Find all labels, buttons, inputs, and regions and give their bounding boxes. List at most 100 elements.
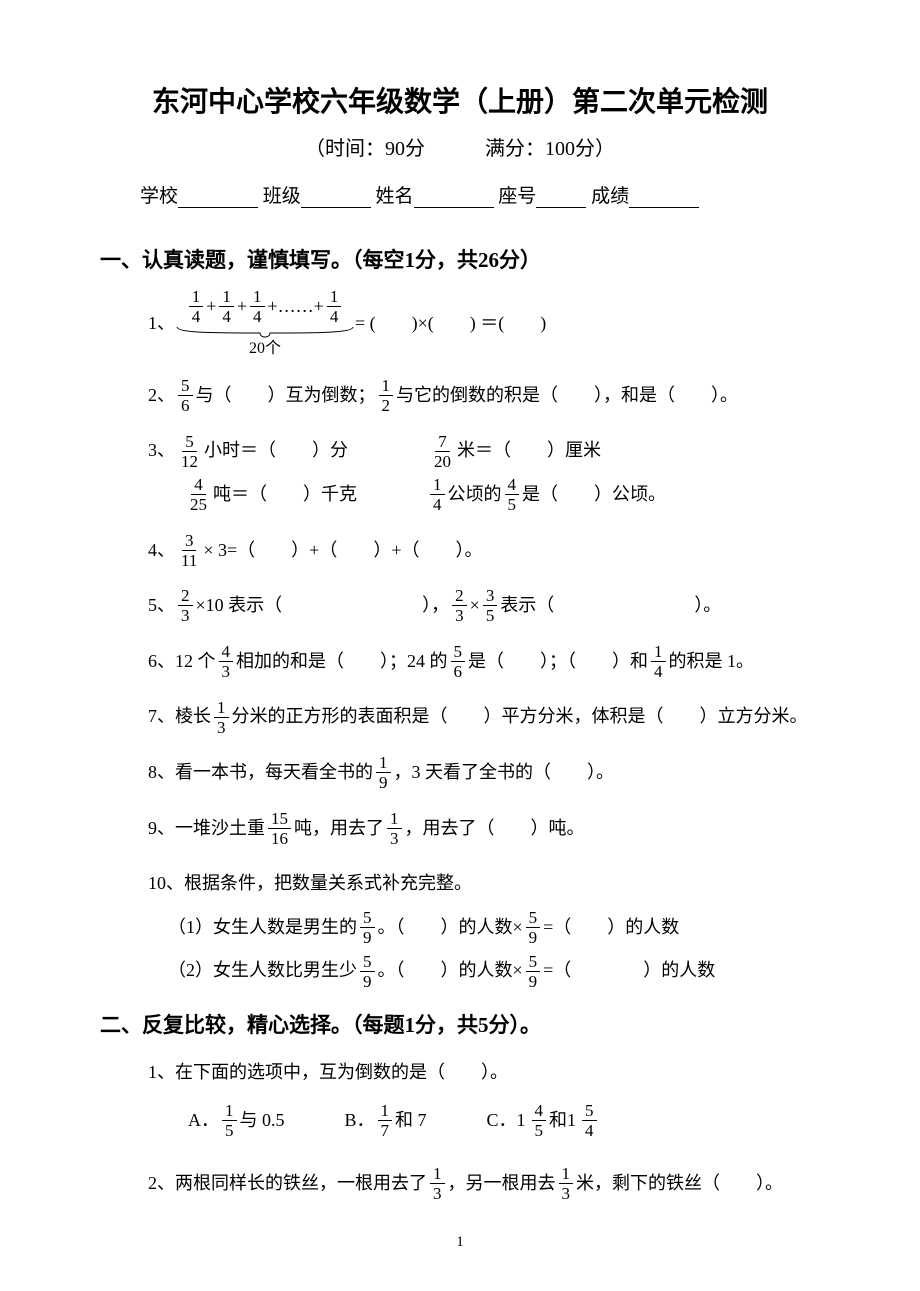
name-label: 姓名	[376, 186, 414, 207]
fraction-4-3: 43	[219, 643, 234, 680]
section-2-header: 二、反复比较，精心选择。（每题1分，共5分）。	[100, 1009, 820, 1039]
fraction-5-12: 512	[178, 433, 201, 470]
s2q2-p2: ，另一根用去	[448, 1164, 556, 1204]
q6-p1: 12 个	[175, 642, 216, 682]
class-label: 班级	[263, 186, 301, 207]
fraction-4-5: 45	[505, 476, 520, 513]
fraction-5-6: 56	[178, 377, 193, 414]
q6-p2: 相加的和是（ ）；24 的	[236, 642, 448, 682]
grade-blank	[629, 187, 699, 208]
fraction-3-5: 35	[483, 587, 498, 624]
q6-p3: 是（ ）；（ ）和	[468, 642, 648, 682]
class-blank	[301, 187, 371, 208]
q1-num: 1、	[148, 304, 175, 344]
q10-num: 10、	[148, 864, 184, 904]
q10-sub1b: 。（ ）的人数×	[378, 908, 523, 948]
fraction-1-9: 19	[376, 754, 391, 791]
seat-blank	[536, 187, 586, 208]
q3-l2c: 是（ ）公顷。	[522, 475, 666, 515]
s2q2-num: 2、	[148, 1164, 175, 1204]
question-4: 4、 311 × 3=（ ）+（ ）+（ ）。	[100, 531, 820, 571]
q5-p3: ×	[470, 586, 480, 626]
question-2: 2、 56 与（ ）互为倒数； 12 与它的倒数的积是（ ），和是（ ）。	[100, 376, 820, 416]
q1-equals: = ( )×( ) ＝( )	[355, 304, 546, 344]
s2q1-optB: B．	[345, 1101, 375, 1141]
q7-num: 7、	[148, 697, 175, 737]
s2q1-optB2: 和 7	[395, 1101, 427, 1141]
fraction-1-3: 13	[214, 699, 229, 736]
q5-p5: ）。	[694, 586, 721, 626]
fraction-1-2: 12	[379, 377, 394, 414]
school-label: 学校	[140, 186, 178, 207]
q7-p2: 分米的正方形的表面积是（ ）平方分米，体积是（ ）立方分米。	[232, 697, 808, 737]
name-blank	[414, 187, 494, 208]
s2q2-p3: 米，剩下的铁丝（ ）。	[576, 1164, 783, 1204]
s2q1-optA2: 与 0.5	[240, 1101, 285, 1141]
fraction-1-4: 14	[430, 476, 445, 513]
q8-p1: 看一本书，每天看全书的	[175, 753, 373, 793]
fraction-2-3: 23	[452, 587, 467, 624]
mixed-1-5-4: 1 54	[567, 1101, 600, 1141]
q9-p3: ，用去了（ ）吨。	[405, 809, 585, 849]
q5-num: 5、	[148, 586, 175, 626]
q3-l2a: 吨＝（ ）千克	[213, 475, 357, 515]
underbrace-icon	[175, 325, 355, 339]
q1-brace-label: 20个	[249, 339, 281, 360]
s2q1-optC: C．	[487, 1101, 517, 1141]
time-value: 90分	[385, 138, 425, 160]
s2q1-optC-and: 和	[549, 1101, 567, 1141]
page-subtitle: （时间：90分 满分：100分）	[100, 132, 820, 161]
fraction-4-25: 425	[187, 476, 210, 513]
question-7: 7、 棱长 13 分米的正方形的表面积是（ ）平方分米，体积是（ ）立方分米。	[100, 697, 820, 737]
q8-p2: ，3 天看了全书的（ ）。	[394, 753, 615, 793]
q6-p4: 的积是 1。	[669, 642, 755, 682]
q1-brace-group: 14 + 14 + 14 +……+ 14 20个	[175, 288, 355, 360]
q5-p4: 表示（	[500, 586, 554, 626]
q5-p2: ），	[422, 586, 449, 626]
q10-sub1a: （1）女生人数是男生的	[168, 908, 357, 948]
question-10: 10、 根据条件，把数量关系式补充完整。 （1）女生人数是男生的 59 。（ ）…	[100, 864, 820, 991]
fraction-1-4: 14	[651, 643, 666, 680]
school-blank	[178, 187, 258, 208]
q9-num: 9、	[148, 809, 175, 849]
fraction-1-4: 14	[327, 288, 342, 325]
question-6: 6、 12 个 43 相加的和是（ ）；24 的 56 是（ ）；（ ）和 14…	[100, 642, 820, 682]
option-a: A． 15 与 0.5	[188, 1101, 285, 1141]
s2q1-num: 1、	[148, 1053, 175, 1093]
fraction-5-9: 59	[526, 909, 541, 946]
page-number: 1	[100, 1234, 820, 1251]
q2-p1: 与（ ）互为倒数；	[196, 376, 376, 416]
option-c: C． 1 45 和 1 54	[487, 1101, 600, 1141]
question-8: 8、 看一本书，每天看全书的 19 ，3 天看了全书的（ ）。	[100, 753, 820, 793]
fraction-1-3: 13	[387, 810, 402, 847]
seat-label: 座号	[498, 186, 536, 207]
q4-num: 4、	[148, 531, 175, 571]
q7-p1: 棱长	[175, 697, 211, 737]
fraction-1-4: 14	[250, 288, 265, 325]
question-3: 3、 512 小时＝（ ）分 720 米＝（ ）厘米 425 吨＝（ ）千克 1…	[100, 431, 820, 514]
fraction-1-4: 14	[219, 288, 234, 325]
q9-p1: 一堆沙土重	[175, 809, 265, 849]
fraction-1-4: 14	[189, 288, 204, 325]
fraction-3-11: 311	[178, 532, 200, 569]
s2-question-1: 1、 在下面的选项中，互为倒数的是（ ）。 A． 15 与 0.5 B． 17 …	[100, 1053, 820, 1140]
fraction-15-16: 1516	[268, 810, 291, 847]
fraction-2-3: 23	[178, 587, 193, 624]
mixed-1-4-5: 1 45	[517, 1101, 550, 1141]
s2q1-text: 在下面的选项中，互为倒数的是（ ）。	[175, 1053, 508, 1093]
page-title: 东河中心学校六年级数学（上册）第二次单元检测	[100, 80, 820, 120]
q5-p1: ×10 表示（	[196, 586, 283, 626]
fraction-5-6: 56	[451, 643, 466, 680]
time-label: （时间：	[305, 138, 385, 160]
q10-sub1c: =（ ）的人数	[543, 908, 679, 948]
q10-sub2c: =（ ）的人数	[543, 951, 715, 991]
fraction-1-3: 13	[559, 1165, 574, 1202]
fraction-7-20: 720	[431, 433, 454, 470]
q10-sub2b: 。（ ）的人数×	[378, 951, 523, 991]
q6-num: 6、	[148, 642, 175, 682]
s2q1-optA: A．	[188, 1101, 219, 1141]
question-9: 9、 一堆沙土重 1516 吨，用去了 13 ，用去了（ ）吨。	[100, 809, 820, 849]
student-info-line: 学校 班级 姓名 座号 成绩	[100, 181, 820, 208]
q2-num: 2、	[148, 376, 175, 416]
q3-l2b: 公顷的	[448, 475, 502, 515]
